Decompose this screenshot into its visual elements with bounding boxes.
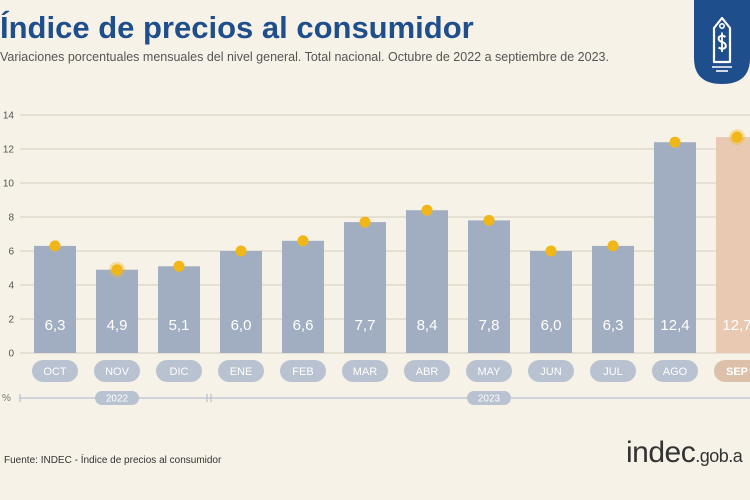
y-axis-unit: % [2, 393, 11, 404]
bar-feb [282, 240, 324, 353]
bar-nov [96, 269, 138, 353]
chart-subtitle: Variaciones porcentuales mensuales del n… [0, 50, 609, 64]
category-pill-ago [652, 360, 698, 382]
category-label-sep: SEP [726, 366, 748, 378]
category-label-ene: ENE [230, 366, 253, 378]
category-label-nov: NOV [105, 366, 130, 378]
category-label-mar: MAR [353, 366, 378, 378]
year-label-2023: 2023 [478, 394, 501, 405]
bar-dic [158, 266, 200, 353]
bar-may [468, 220, 510, 353]
category-pill-oct [32, 360, 78, 382]
bar-jul [592, 245, 634, 353]
dot-jul [607, 240, 619, 252]
category-label-dic: DIC [170, 366, 189, 378]
logo-suffix: .gob.a [695, 446, 743, 466]
value-label-feb: 6,6 [293, 317, 314, 334]
category-pill-abr [404, 360, 450, 382]
category-pill-feb [280, 360, 326, 382]
bar-mar [344, 222, 386, 353]
value-label-may: 7,8 [479, 317, 500, 334]
source-note: Fuente: INDEC - Índice de precios al con… [4, 455, 222, 466]
category-label-jul: JUL [603, 366, 623, 378]
dot-oct [49, 240, 61, 252]
chart-title: Índice de precios al consumidor [0, 10, 474, 45]
category-pill-jul [590, 360, 636, 382]
category-label-feb: FEB [292, 366, 313, 378]
category-pill-dic [156, 360, 202, 382]
category-labels: OCT NOV DIC ENE FEB MAR ABR MAY JUN JUL AGO SEP [32, 360, 750, 382]
y-tick-label: 10 [3, 179, 15, 190]
y-tick-label: 6 [8, 247, 14, 258]
y-axis: 0 2 4 6 8 10 12 14% [2, 111, 14, 405]
y-tick-label: 12 [3, 145, 15, 156]
dot-ago [669, 136, 681, 148]
year-axis: 2022 2023 [19, 391, 750, 405]
value-label-nov: 4,9 [107, 317, 128, 334]
logo-main: indec [626, 436, 696, 469]
price-tag-dollar-icon [694, 0, 750, 84]
value-label-jul: 6,3 [603, 317, 624, 334]
value-label-abr: 8,4 [417, 317, 438, 334]
dot-jun [545, 245, 557, 257]
year-pill-2022 [95, 391, 139, 405]
dot-abr [421, 204, 433, 216]
value-label-jun: 6,0 [541, 317, 562, 334]
category-label-may: MAY [477, 366, 501, 378]
dot-mar [359, 216, 371, 228]
y-tick-label: 2 [8, 315, 14, 326]
value-label-oct: 6,3 [45, 317, 66, 334]
bar-jun [530, 251, 572, 353]
dot-ene [235, 245, 247, 257]
dot-dic [173, 260, 185, 272]
value-label-ago: 12,4 [660, 317, 689, 334]
dot-sep [731, 131, 743, 143]
category-pill-nov [94, 360, 140, 382]
y-tick-label: 14 [3, 111, 15, 122]
category-pill-jun [528, 360, 574, 382]
dot-feb [297, 235, 309, 247]
y-tick-label: 0 [8, 349, 14, 360]
dot-nov [111, 264, 123, 276]
category-label-jun: JUN [540, 366, 561, 378]
bar-abr [406, 210, 448, 353]
category-pill-sep [714, 360, 750, 382]
bars: 6,3 4,9 5,1 6,0 6,6 7,7 8,4 7,8 6,0 6,3 12,4 12,7 [34, 129, 750, 353]
category-pill-may [466, 360, 512, 382]
bar-sep [716, 137, 750, 353]
year-pill-2023 [467, 391, 511, 405]
category-label-oct: OCT [43, 366, 67, 378]
value-label-mar: 7,7 [355, 317, 376, 334]
bar-ago [654, 142, 696, 353]
value-label-ene: 6,0 [231, 317, 252, 334]
value-label-sep: 12,7 [722, 317, 750, 334]
y-tick-label: 8 [8, 213, 14, 224]
category-label-ago: AGO [663, 366, 688, 378]
value-label-dic: 5,1 [169, 317, 190, 334]
category-label-abr: ABR [416, 366, 439, 378]
year-label-2022: 2022 [106, 394, 129, 405]
bar-oct [34, 245, 76, 353]
bar-ene [220, 251, 262, 353]
y-tick-label: 4 [8, 281, 14, 292]
category-pill-ene [218, 360, 264, 382]
category-pill-mar [342, 360, 388, 382]
dot-may [483, 214, 495, 226]
indec-logo[interactable]: indec.gob.a [626, 436, 743, 470]
